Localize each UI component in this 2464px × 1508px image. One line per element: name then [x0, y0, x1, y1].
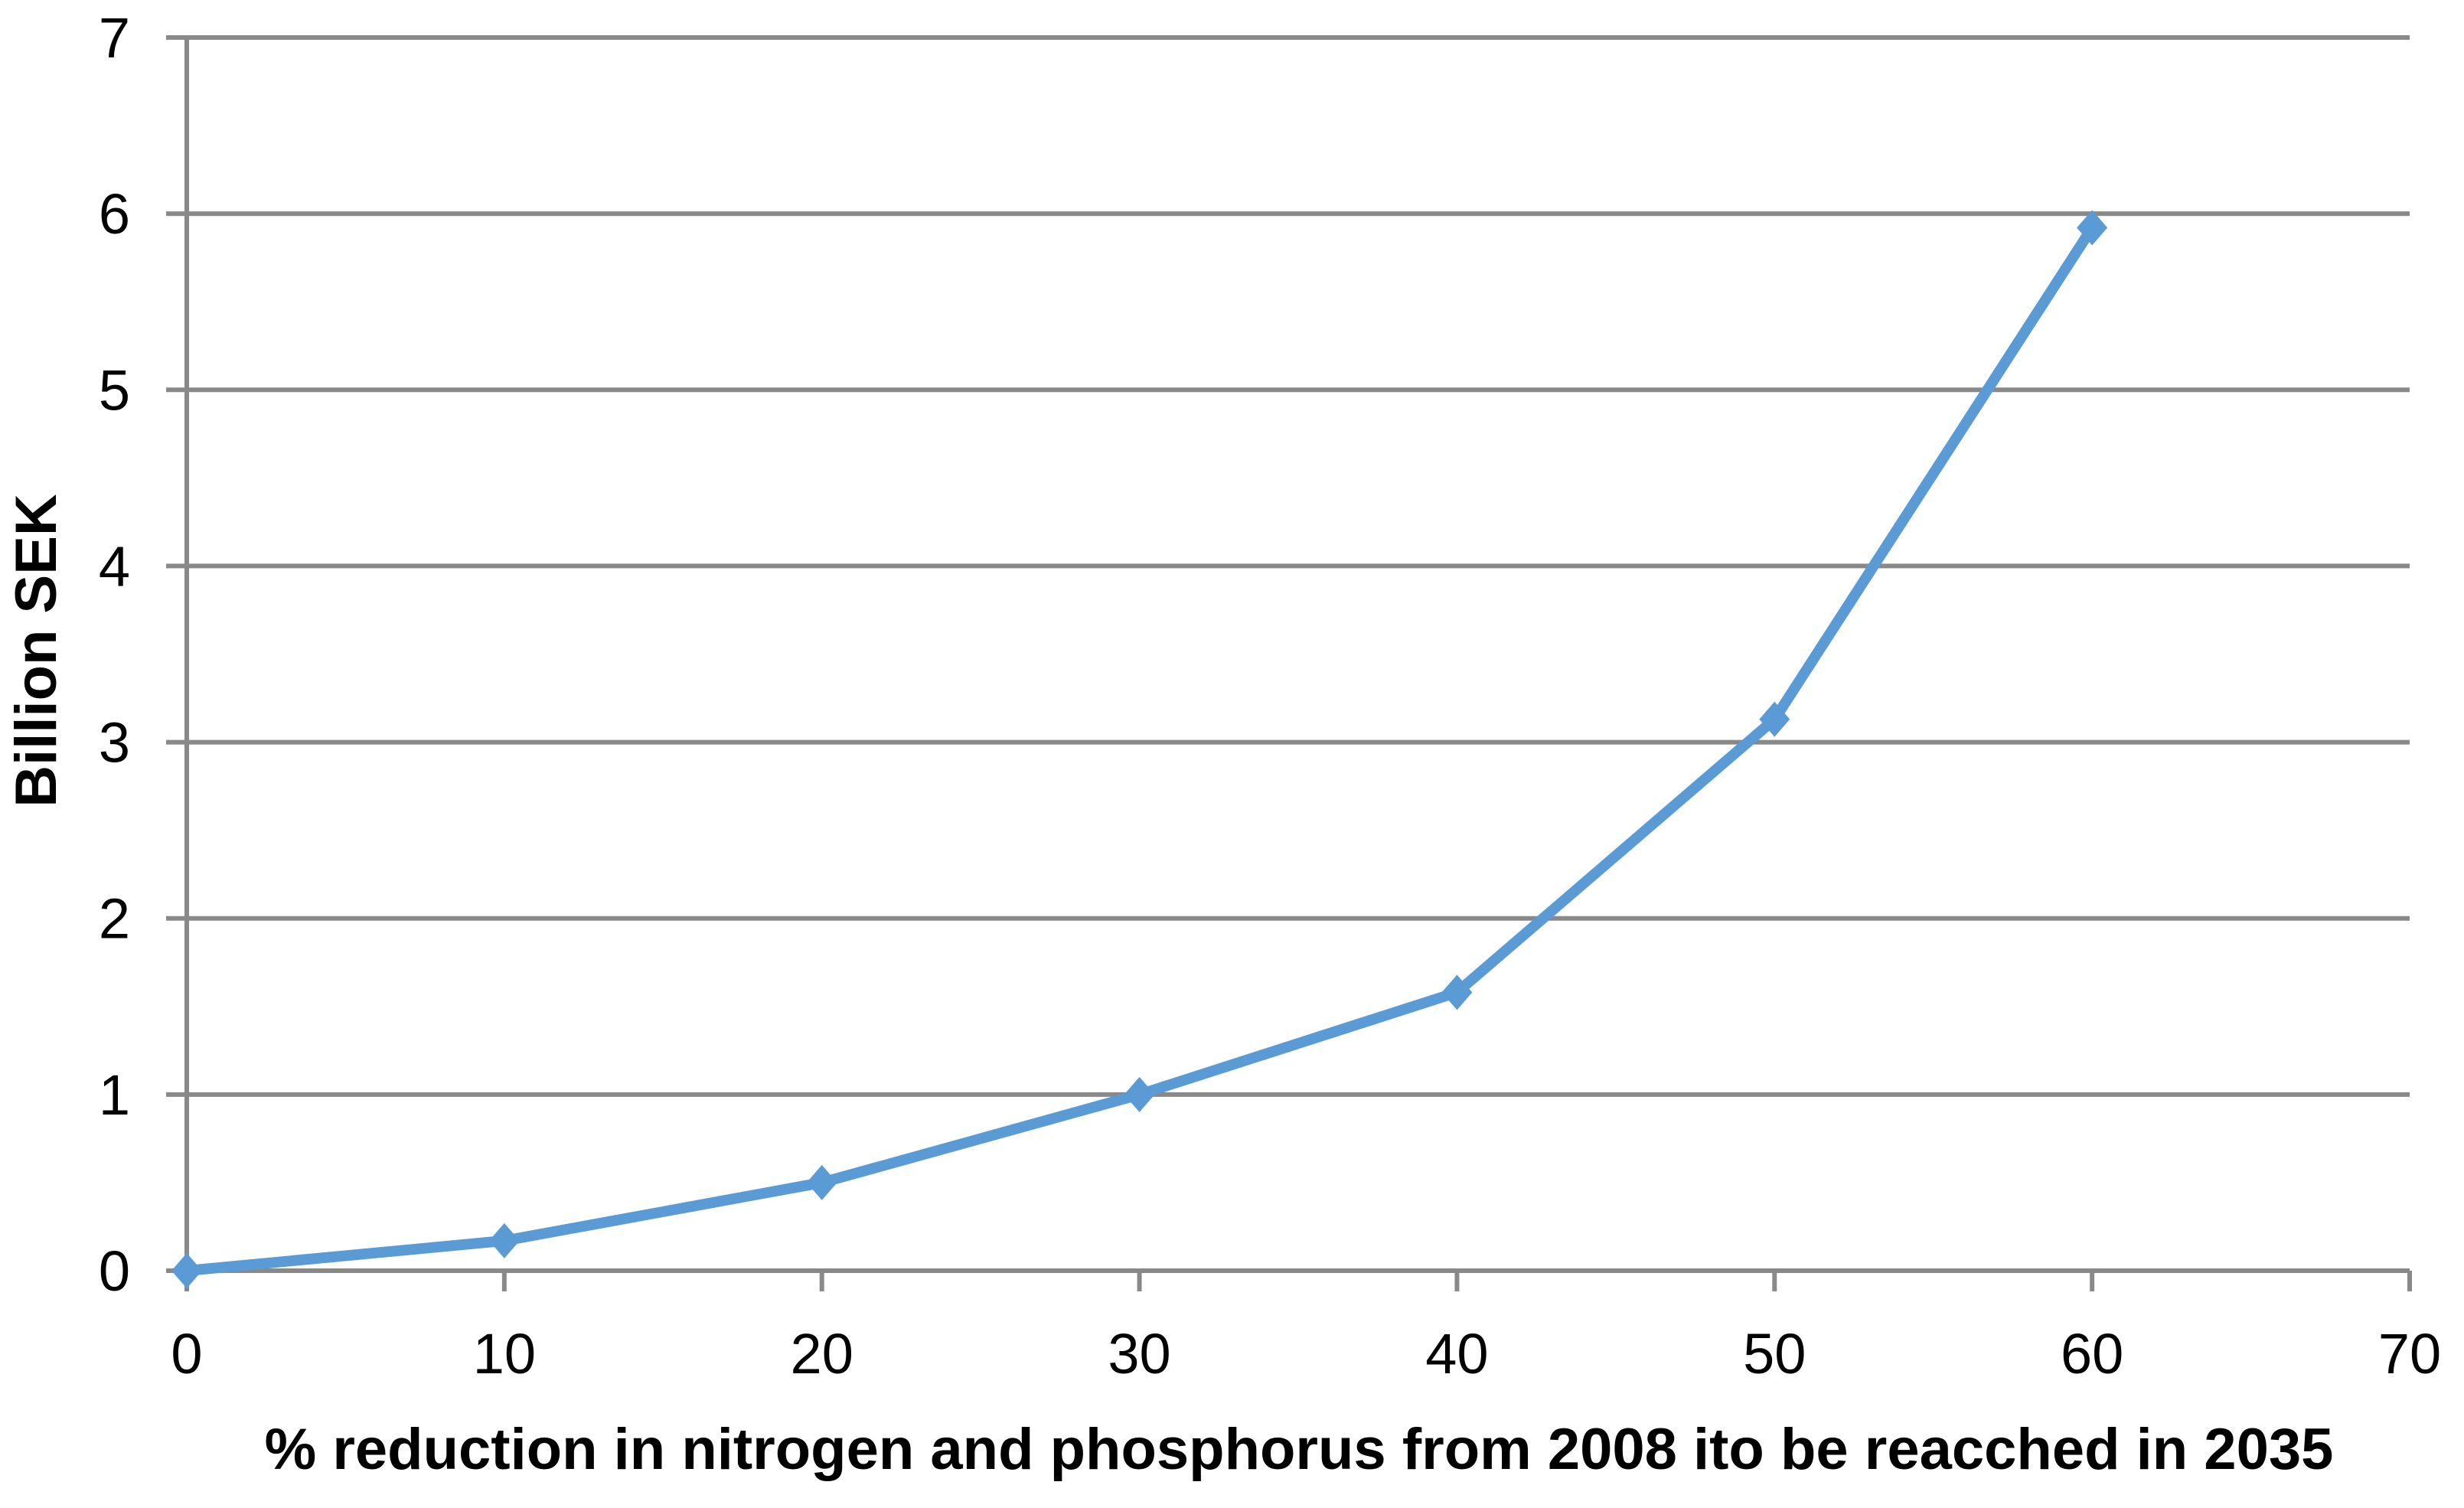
data-point-marker [1441, 974, 1473, 1010]
x-axis-tick-labels: 0 10 20 30 40 50 60 70 [171, 1322, 2441, 1386]
data-point-marker [1124, 1076, 1155, 1112]
y-axis-tick-labels: 0 1 2 3 4 5 6 7 [99, 6, 130, 1303]
y-tick-label: 1 [99, 1063, 130, 1127]
y-axis-title: Billion SEK [4, 494, 69, 808]
x-tick-label: 50 [1743, 1322, 1806, 1386]
data-point-markers [171, 210, 2108, 1288]
x-tick-label: 30 [1108, 1322, 1170, 1386]
x-tick-label: 0 [171, 1322, 202, 1386]
y-tick-label: 7 [99, 6, 130, 70]
x-tick-label: 40 [1425, 1322, 1488, 1386]
y-tick-label: 5 [99, 358, 130, 422]
data-series-line [181, 222, 2098, 1276]
x-tick-label: 20 [791, 1322, 853, 1386]
x-tick-label: 60 [2061, 1322, 2123, 1386]
x-tick-label: 70 [2378, 1322, 2441, 1386]
data-point-marker [806, 1164, 837, 1200]
x-tick-label: 10 [473, 1322, 536, 1386]
series-line [181, 222, 2098, 1276]
data-point-marker [488, 1222, 520, 1258]
data-point-marker [1759, 701, 1790, 737]
x-axis-title: % reduction in nitrogen and phosphorus f… [265, 1417, 2334, 1482]
data-point-marker [2077, 210, 2108, 246]
y-tick-label: 6 [99, 182, 130, 246]
data-point-marker [171, 1253, 202, 1288]
y-tick-label: 3 [99, 711, 130, 775]
y-tick-label: 0 [99, 1239, 130, 1303]
y-tick-label: 2 [99, 887, 130, 951]
axes [184, 38, 2412, 1291]
gridlines [166, 35, 2410, 1273]
y-tick-label: 4 [99, 534, 130, 598]
